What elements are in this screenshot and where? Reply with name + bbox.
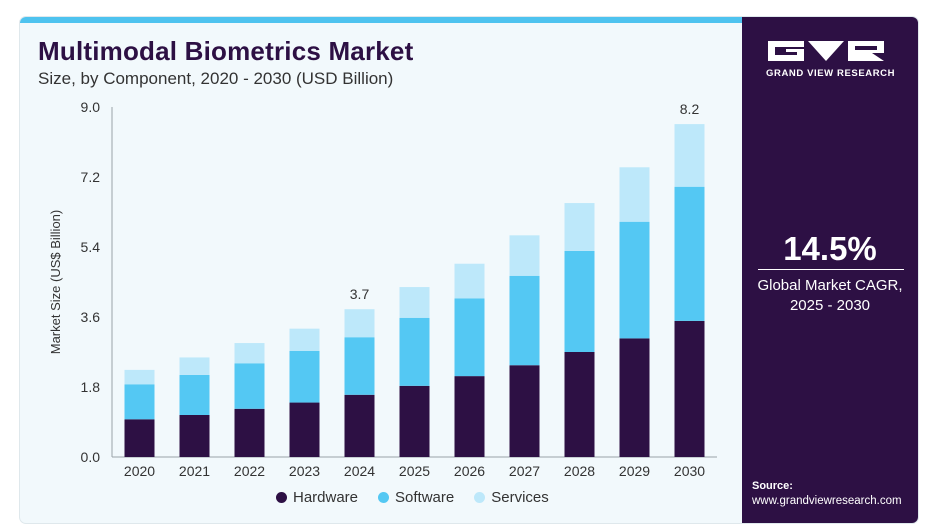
bar-services-2027 [509,235,540,276]
bar-software-2030 [674,186,705,321]
y-tick-label: 7.2 [81,169,101,185]
x-tick-label: 2029 [619,463,650,479]
x-tick-label: 2025 [399,463,430,479]
bar-hardware-2021 [179,415,210,457]
y-tick-label: 3.6 [81,309,101,325]
logo-v-icon [808,41,844,61]
bar-hardware-2022 [234,408,265,457]
cagr-divider [758,269,904,270]
bar-hardware-2024 [344,394,375,457]
bar-services-2026 [454,263,485,299]
bar-services-2021 [179,357,210,375]
data-label-2030: 8.2 [680,101,700,117]
x-tick-label: 2028 [564,463,595,479]
cagr-label-line-2: 2025 - 2030 [789,297,871,314]
chart-card: Multimodal Biometrics Market Size, by Co… [20,17,918,523]
bar-services-2025 [399,287,430,318]
bar-services-2028 [564,203,595,251]
legend-item-services: Services [474,489,549,506]
bar-software-2020 [124,384,155,420]
x-tick-label: 2026 [454,463,485,479]
chart-title: Multimodal Biometrics Market [38,36,414,66]
bar-hardware-2028 [564,352,595,457]
bar-software-2028 [564,250,595,352]
bar-hardware-2029 [619,338,650,457]
x-tick-label: 2027 [509,463,540,479]
legend-swatch [276,492,287,503]
bar-hardware-2025 [399,385,430,457]
bar-services-2030 [674,124,705,187]
bar-software-2023 [289,350,320,403]
bar-software-2021 [179,374,210,415]
bar-software-2026 [454,298,485,377]
source-title: Source: [752,480,793,492]
cagr-value: 14.5% [783,230,877,267]
y-tick-label: 0.0 [81,449,101,465]
x-tick-label: 2021 [179,463,210,479]
bar-software-2024 [344,337,375,395]
y-axis-label: Market Size (US$ Billion) [48,210,63,355]
x-tick-label: 2023 [289,463,320,479]
bar-software-2025 [399,317,430,386]
cagr-label-line-1: Global Market CAGR, [757,277,903,294]
bar-services-2029 [619,167,650,222]
accent-bar [20,17,742,23]
bar-hardware-2023 [289,402,320,457]
logo-r-icon [848,41,884,61]
legend-label: Hardware [293,489,359,506]
bar-software-2027 [509,275,540,366]
bar-hardware-2030 [674,320,705,457]
bar-services-2024 [344,309,375,338]
bar-software-2029 [619,221,650,339]
cagr-label: Global Market CAGR, 2025 - 2030 [742,276,918,316]
x-tick-label: 2030 [674,463,705,479]
data-label-2024: 3.7 [350,286,370,302]
bar-hardware-2027 [509,365,540,457]
y-tick-label: 5.4 [81,239,101,255]
x-tick-label: 2024 [344,463,375,479]
bar-services-2023 [289,328,320,351]
source-link[interactable]: www.grandviewresearch.com [752,495,902,507]
bar-services-2022 [234,343,265,364]
bar-services-2020 [124,369,155,385]
brand-name: GRAND VIEW RESEARCH [766,68,896,79]
y-tick-label: 1.8 [81,379,101,395]
legend-item-software: Software [378,489,454,506]
legend-label: Services [491,489,549,506]
logo-g-icon [768,41,804,61]
sidebar-panel: GRAND VIEW RESEARCH 14.5% Global Market … [742,17,918,523]
x-tick-label: 2020 [124,463,155,479]
brand-logo: GRAND VIEW RESEARCH [766,41,896,79]
x-tick-label: 2022 [234,463,265,479]
y-tick-label: 9.0 [81,99,101,115]
bar-software-2022 [234,363,265,409]
bar-chart: 0.0 1.8 3.6 5.4 7.2 9.0 Market Size (US$ Billi… [48,99,717,479]
legend-item-hardware: Hardware [276,489,358,506]
legend-swatch [474,492,486,503]
chart-subtitle: Size, by Component, 2020 - 2030 (USD Bil… [38,69,394,88]
bar-hardware-2026 [454,376,485,457]
legend-swatch [378,492,390,503]
bar-hardware-2020 [124,419,155,457]
chart-legend: Hardware Software Services [276,489,549,506]
legend-label: Software [395,489,455,506]
